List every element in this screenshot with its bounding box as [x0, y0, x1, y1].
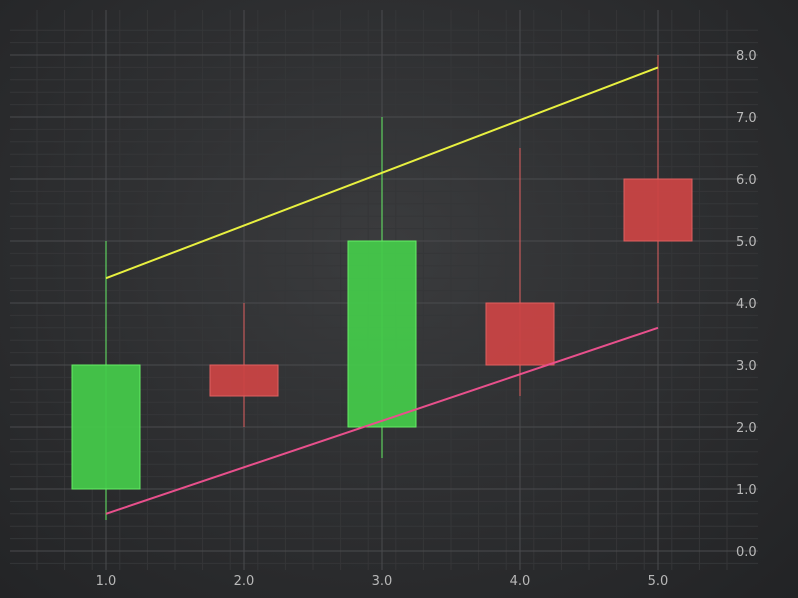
x-tick-label: 5.0 — [648, 574, 669, 589]
x-tick-label: 3.0 — [372, 574, 393, 589]
y-tick-label: 6.0 — [736, 173, 757, 188]
y-tick-label: 8.0 — [736, 49, 757, 64]
candle-body-3 — [347, 240, 417, 428]
x-tick-label: 1.0 — [96, 574, 117, 589]
trend-line-1 — [105, 66, 659, 280]
y-tick-label: 1.0 — [736, 483, 757, 498]
y-tick-label: 3.0 — [736, 359, 757, 374]
candle-body-1 — [71, 364, 141, 490]
x-tick-label: 4.0 — [510, 574, 531, 589]
y-tick-label: 2.0 — [736, 421, 757, 436]
x-tick-label: 2.0 — [234, 574, 255, 589]
y-tick-label: 5.0 — [736, 235, 757, 250]
y-tick-label: 7.0 — [736, 111, 757, 126]
y-tick-label: 0.0 — [736, 545, 757, 560]
y-tick-label: 4.0 — [736, 297, 757, 312]
candle-body-4 — [485, 302, 555, 366]
candle-body-5 — [623, 178, 693, 242]
trend-line-2 — [105, 326, 659, 515]
candle-body-2 — [209, 364, 279, 397]
